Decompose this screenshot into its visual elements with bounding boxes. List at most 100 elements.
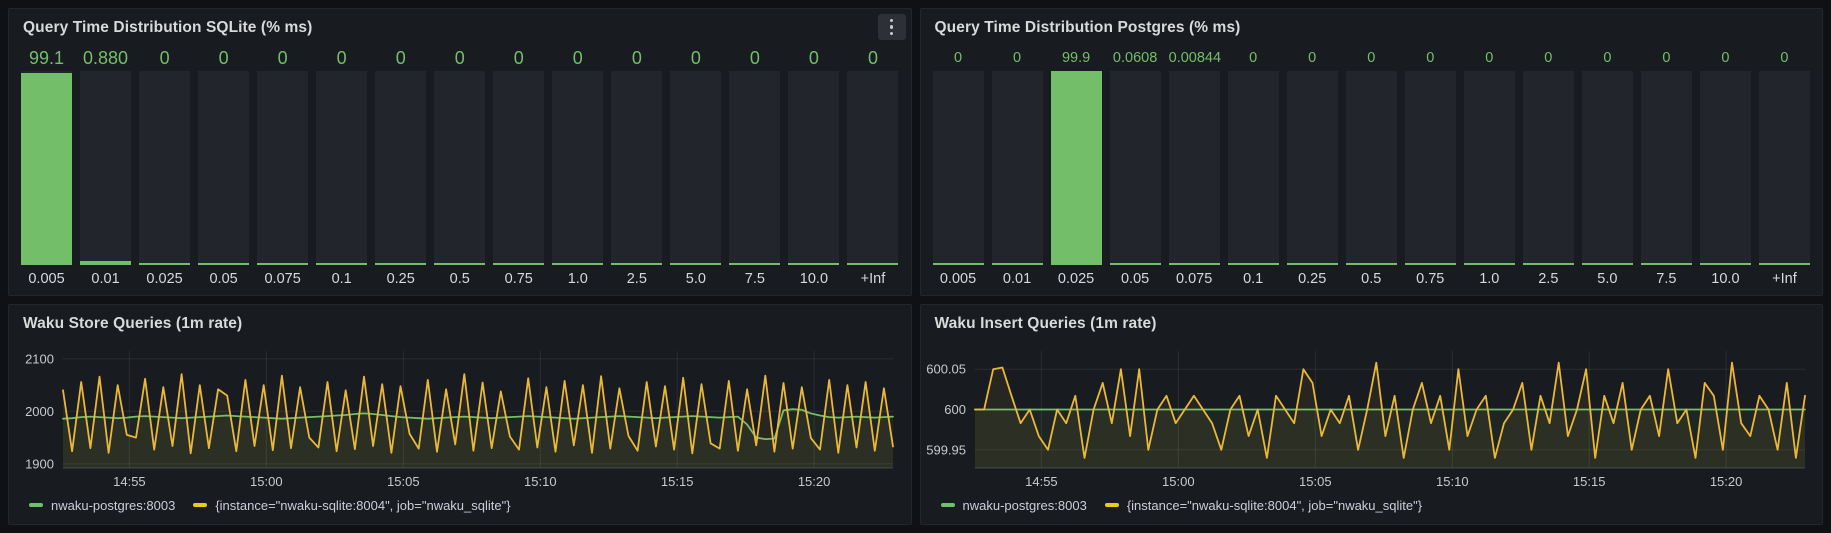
legend-item[interactable]: {instance="nwaku-sqlite:8004", job="nwak… [193,497,511,513]
bar-bucket-label: 0.25 [386,271,415,287]
bar-bucket-label: 0.075 [1175,271,1213,287]
svg-text:15:20: 15:20 [798,474,831,489]
svg-text:599.95: 599.95 [927,442,966,457]
svg-text:2100: 2100 [25,351,54,366]
panel-header: Waku Insert Queries (1m rate) [921,305,1823,339]
histogram-bar-0.025: 99.9 0.025 [1050,47,1102,289]
bar-bucket-label: 0.075 [264,271,301,287]
panel-title[interactable]: Waku Store Queries (1m rate) [23,315,243,332]
bar-fill [1404,263,1456,265]
histogram-bar-0.01: 0.880 0.01 [80,47,132,289]
bar-value-label: 0 [631,48,642,68]
legend-item[interactable]: nwaku-postgres:8003 [940,498,1087,513]
bar-value-label: 0 [454,48,465,68]
bar-bucket-label: 1.0 [567,271,588,287]
bar-value-label: 0 [1308,50,1317,66]
bar-value-label: 0 [1662,50,1671,66]
bar-bucket-label: 5.0 [685,271,706,287]
histogram-bar-0.5: 0 0.5 [1345,47,1397,289]
bar-value-label: 0.880 [83,48,129,68]
legend-item[interactable]: nwaku-postgres:8003 [29,498,175,513]
bar-fill [1109,263,1161,265]
bar-fill [1522,263,1574,265]
histogram-bar-+Inf: 0 +Inf [1758,47,1810,289]
bar-value-label: 0 [336,48,347,68]
store-queries-chart[interactable]: 1900 2000 2100 14:55 15:00 15:05 15:10 15:15 15:… [15,341,903,492]
histogram-bar-0.75: 0 0.75 [493,47,545,289]
svg-text:14:55: 14:55 [1025,474,1058,489]
panel-header: Query Time Distribution Postgres (% ms) [921,9,1823,43]
bar-track [80,71,132,265]
histogram-bar-0.75: 0 0.75 [1404,47,1456,289]
bar-bucket-label: 0.5 [449,271,470,287]
bar-bucket-label: 0.5 [1361,271,1382,287]
bar-fill [611,263,663,265]
bar-track [1168,71,1220,265]
panel-title[interactable]: Query Time Distribution Postgres (% ms) [934,19,1241,36]
bar-track [991,71,1043,265]
insert-queries-chart[interactable]: 599.95 600 600.05 14:55 15:00 15:05 15:10 15:15… [927,341,1815,492]
bar-track [552,71,604,265]
bar-fill [316,263,368,265]
bar-value-label: 0 [1603,50,1612,66]
histogram-bar-10.0: 0 10.0 [788,47,840,289]
bar-fill [139,263,191,265]
histogram-bar-0.1: 0 0.1 [316,47,368,289]
bar-value-label: 0.0608 [1112,50,1158,66]
postgres-bar-gauge[interactable]: 0 0.005 0 0.01 99.9 0.025 0.0608 0.05 0.00844 0.0… [921,43,1823,295]
bar-track [1640,71,1692,265]
bar-value-label: 0 [395,48,406,68]
bar-bucket-label: 10.0 [799,271,829,287]
bar-value-label: 0 [1013,50,1022,66]
svg-text:2000: 2000 [25,404,54,419]
bar-track [729,71,781,265]
legend-series-label: {instance="nwaku-sqlite:8004", job="nwak… [215,497,511,513]
panel-query-time-sqlite: Query Time Distribution SQLite (% ms) 99… [8,8,912,296]
bar-bucket-label: 2.5 [626,271,647,287]
histogram-bar-0.025: 0 0.025 [139,47,191,289]
bar-track [1050,71,1102,265]
bar-fill [991,263,1043,265]
legend-item[interactable]: {instance="nwaku-sqlite:8004", job="nwak… [1104,498,1422,513]
bar-track [1227,71,1279,265]
bar-track [198,71,250,265]
bar-fill [932,263,984,265]
bar-track [21,71,73,265]
histogram-bar-2.5: 0 2.5 [1522,47,1574,289]
bar-track [375,71,427,265]
bar-track [1522,71,1574,265]
bar-track [1404,71,1456,265]
bar-bucket-label: 0.75 [504,271,533,287]
panel-title[interactable]: Query Time Distribution SQLite (% ms) [23,19,313,36]
bar-value-label: 0 [277,48,288,68]
bar-value-label: 99.1 [28,48,65,68]
bar-bucket-label: 10.0 [1711,271,1740,287]
svg-text:15:15: 15:15 [1572,474,1605,489]
bar-fill [1345,263,1397,265]
panel-menu-button[interactable] [877,14,906,40]
bar-track [1109,71,1161,265]
bar-bucket-label: 5.0 [1597,271,1618,287]
chart-legend: nwaku-postgres:8003 {instance="nwaku-sqli… [921,492,1823,524]
bar-track [1345,71,1397,265]
legend-series-color-icon [193,503,208,507]
bar-value-label: 0 [808,48,819,68]
bar-fill [1168,263,1220,265]
bar-fill [1699,263,1751,265]
bar-track [1581,71,1633,265]
bar-fill [21,72,73,265]
bar-bucket-label: 0.1 [331,271,352,287]
svg-text:15:05: 15:05 [1299,474,1332,489]
panel-title[interactable]: Waku Insert Queries (1m rate) [934,315,1157,332]
bar-fill [493,263,545,265]
sqlite-bar-gauge[interactable]: 99.1 0.005 0.880 0.01 0 0.025 0 0.05 0 0.075 0 0.1 0… [9,43,911,295]
bar-track [1463,71,1515,265]
bar-value-label: 0 [1485,50,1494,66]
svg-text:15:00: 15:00 [1162,474,1195,489]
histogram-bar-0.005: 99.1 0.005 [21,47,73,289]
bar-value-label: 0.00844 [1168,50,1222,66]
bar-bucket-label: 0.25 [1298,271,1327,287]
legend-series-color-icon [1104,503,1119,507]
histogram-bar-1.0: 0 1.0 [1463,47,1515,289]
bar-bucket-label: 1.0 [1479,271,1500,287]
